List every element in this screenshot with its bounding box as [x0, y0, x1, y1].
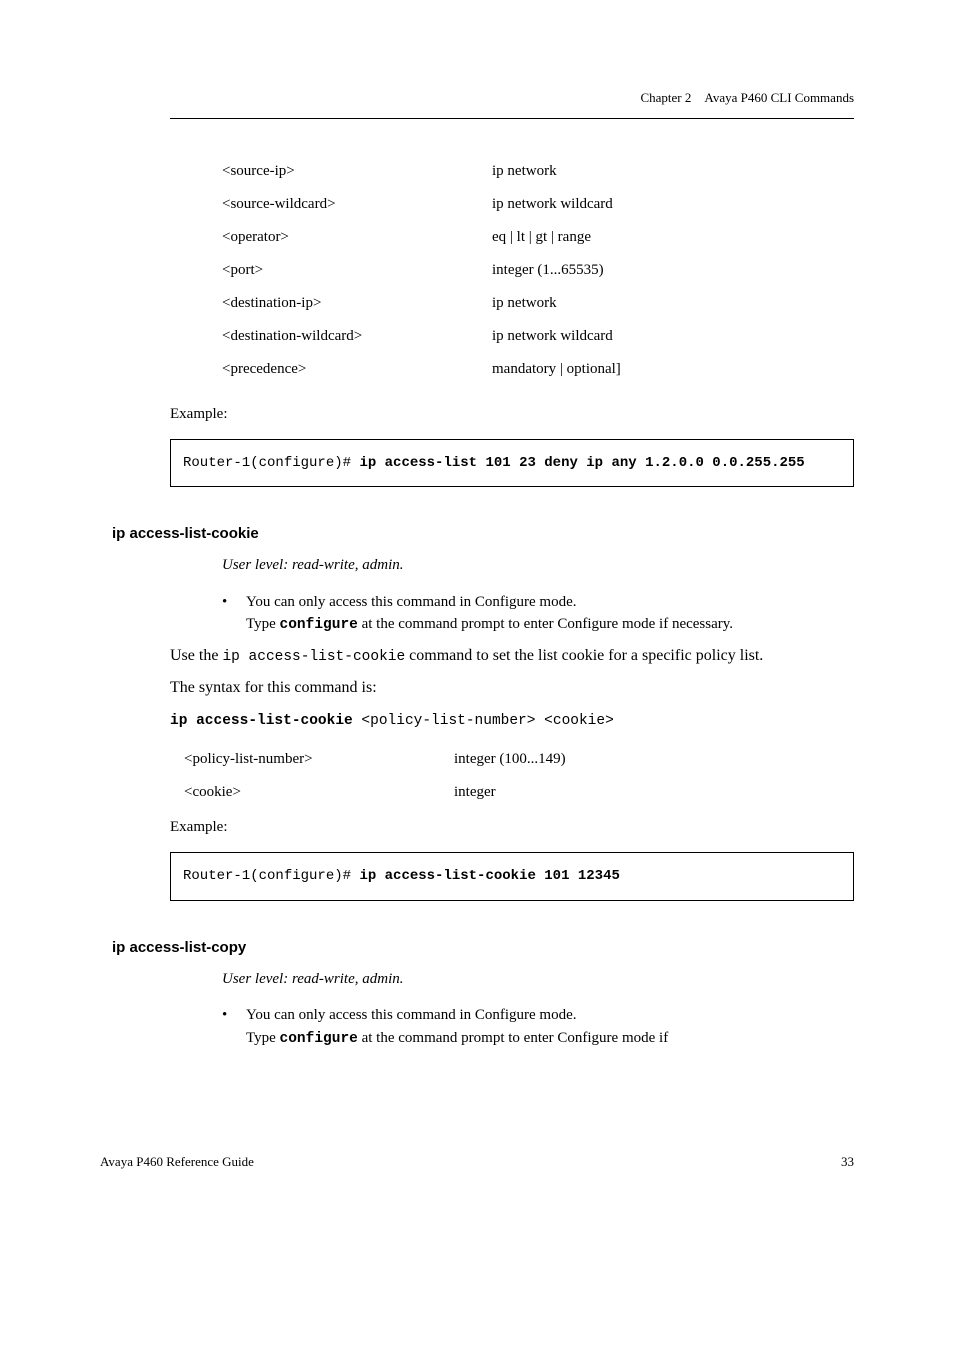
example-label: Example: [170, 406, 854, 423]
parameter-table: <source-ip> ip network <source-wildcard>… [222, 163, 854, 378]
chapter-label: Chapter 2 [640, 90, 691, 105]
code-example: Router-1(configure)# ip access-list 101 … [170, 439, 854, 487]
page-header: Chapter 2 Avaya P460 CLI Commands [170, 90, 854, 106]
param-name: <source-wildcard> [222, 196, 492, 213]
section-heading: ip access-list-cookie [112, 525, 854, 542]
param-name: <policy-list-number> [184, 751, 454, 768]
param-desc: ip network wildcard [492, 196, 854, 213]
parameter-table: <policy-list-number> integer (100...149)… [184, 751, 854, 801]
bullet-icon: • [222, 591, 246, 637]
param-name: <destination-ip> [222, 295, 492, 312]
param-desc: ip network [492, 295, 854, 312]
bullet-line: Type [246, 616, 280, 632]
code-example: Router-1(configure)# ip access-list-cook… [170, 852, 854, 900]
code-command: ip access-list-cookie 101 12345 [359, 868, 619, 884]
table-row: <port> integer (1...65535) [222, 262, 854, 279]
inline-command: configure [280, 1031, 358, 1047]
param-name: <destination-wildcard> [222, 328, 492, 345]
bullet-text: You can only access this command in Conf… [246, 591, 854, 637]
table-row: <source-ip> ip network [222, 163, 854, 180]
text-span: command to set the list cookie for a spe… [405, 647, 763, 664]
syntax-line: ip access-list-cookie <policy-list-numbe… [170, 711, 854, 729]
code-prefix: Router-1(configure)# [183, 868, 359, 884]
section-access-list-cookie: ip access-list-cookie User level: read-w… [170, 525, 854, 900]
bullet-line: You can only access this command in Conf… [246, 594, 577, 610]
syntax-label: The syntax for this command is: [170, 679, 854, 697]
syntax-args: <policy-list-number> <cookie> [353, 713, 614, 729]
footer-left: Avaya P460 Reference Guide [100, 1154, 254, 1170]
param-desc: integer [454, 784, 854, 801]
param-name: <port> [222, 262, 492, 279]
param-desc: eq | lt | gt | range [492, 229, 854, 246]
bullet-line: at the command prompt to enter Configure… [358, 616, 733, 632]
inline-command: ip access-list-cookie [222, 649, 405, 665]
user-level: User level: read-write, admin. [222, 554, 854, 577]
syntax-command: ip access-list-cookie [170, 713, 353, 729]
param-name: <cookie> [184, 784, 454, 801]
table-row: <source-wildcard> ip network wildcard [222, 196, 854, 213]
bullet-item: • You can only access this command in Co… [222, 1004, 854, 1050]
header-rule [170, 118, 854, 119]
table-row: <destination-wildcard> ip network wildca… [222, 328, 854, 345]
code-prefix: Router-1(configure)# [183, 455, 359, 471]
example-label: Example: [170, 819, 854, 836]
user-level: User level: read-write, admin. [222, 968, 854, 991]
paragraph: Use the ip access-list-cookie command to… [170, 647, 854, 665]
bullet-item: • You can only access this command in Co… [222, 591, 854, 637]
param-desc: integer (1...65535) [492, 262, 854, 279]
section-access-list-copy: ip access-list-copy User level: read-wri… [170, 939, 854, 1051]
param-desc: mandatory | optional] [492, 361, 854, 378]
inline-command: configure [280, 617, 358, 633]
param-desc: integer (100...149) [454, 751, 854, 768]
bullet-line: Type [246, 1030, 280, 1046]
code-command: ip access-list 101 23 deny ip any 1.2.0.… [359, 455, 804, 471]
table-row: <policy-list-number> integer (100...149) [184, 751, 854, 768]
table-row: <destination-ip> ip network [222, 295, 854, 312]
header-title: Avaya P460 CLI Commands [704, 90, 854, 105]
table-row: <precedence> mandatory | optional] [222, 361, 854, 378]
param-name: <operator> [222, 229, 492, 246]
bullet-line: You can only access this command in Conf… [246, 1007, 577, 1023]
table-row: <cookie> integer [184, 784, 854, 801]
bullet-icon: • [222, 1004, 246, 1050]
section-heading: ip access-list-copy [112, 939, 854, 956]
bullet-line: at the command prompt to enter Configure… [358, 1030, 668, 1046]
param-desc: ip network wildcard [492, 328, 854, 345]
param-desc: ip network [492, 163, 854, 180]
footer-page-number: 33 [841, 1154, 854, 1170]
param-name: <precedence> [222, 361, 492, 378]
page-footer: Avaya P460 Reference Guide 33 [100, 1154, 854, 1170]
param-name: <source-ip> [222, 163, 492, 180]
bullet-text: You can only access this command in Conf… [246, 1004, 854, 1050]
table-row: <operator> eq | lt | gt | range [222, 229, 854, 246]
text-span: Use the [170, 647, 222, 664]
